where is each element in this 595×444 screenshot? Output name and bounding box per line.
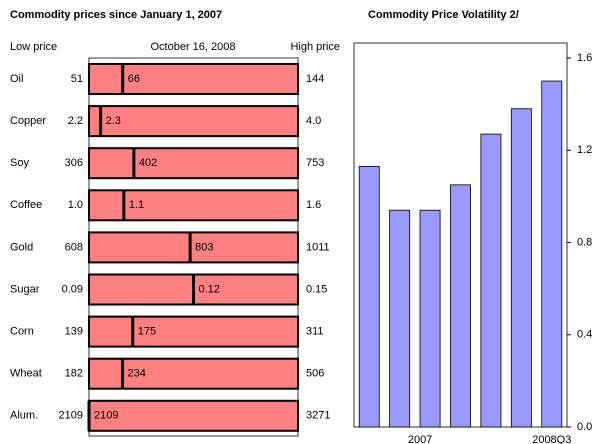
- bar: [389, 209, 411, 428]
- range-bar: [88, 105, 299, 138]
- high-label: 1.6: [306, 199, 321, 211]
- range-bar: [88, 147, 299, 180]
- bar: [510, 108, 532, 428]
- x-tick-label: 2007: [408, 434, 432, 444]
- chart-title: Commodity prices since January 1, 2007: [10, 9, 222, 21]
- low-label: 2109: [59, 410, 83, 422]
- high-label: 0.15: [306, 283, 327, 295]
- bar: [419, 209, 441, 428]
- current-label: 234: [128, 368, 146, 380]
- y-tick-label: 0.8: [577, 236, 592, 248]
- row-label: Copper: [10, 115, 46, 127]
- current-label: 2109: [94, 410, 118, 422]
- y-tick-label: 1.2: [577, 144, 592, 156]
- row-label: Soy: [10, 157, 29, 169]
- y-tick-label: 0.0: [577, 421, 592, 433]
- bar: [480, 133, 502, 428]
- low-label: 608: [65, 241, 83, 253]
- row-label: Corn: [10, 326, 34, 338]
- range-bar: [88, 357, 299, 390]
- range-bar: [88, 189, 299, 222]
- current-label: 2.3: [106, 115, 121, 127]
- header: Low price: [10, 41, 57, 53]
- low-label: 2.2: [68, 115, 83, 127]
- row-label: Sugar: [10, 283, 40, 295]
- range-bar: [88, 63, 299, 95]
- y-tick-label: 0.4: [577, 329, 592, 341]
- low-label: 139: [65, 326, 83, 338]
- current-label: 0.12: [199, 283, 220, 295]
- high-label: 3271: [306, 410, 330, 422]
- low-label: 0.09: [62, 283, 83, 295]
- row-label: Gold: [10, 241, 33, 253]
- high-label: 1011: [306, 241, 330, 253]
- header: High price: [290, 41, 340, 53]
- high-label: 311: [306, 326, 324, 338]
- current-label: 66: [128, 73, 140, 85]
- bar: [541, 80, 563, 428]
- bar: [450, 184, 471, 428]
- current-label: 402: [139, 157, 157, 169]
- range-bar: [88, 399, 299, 432]
- high-label: 4.0: [306, 115, 321, 127]
- low-label: 306: [65, 157, 83, 169]
- row-label: Alum.: [10, 410, 38, 422]
- range-bar: [88, 315, 299, 348]
- low-label: 182: [65, 368, 83, 380]
- current-label: 175: [138, 326, 156, 338]
- bar: [358, 165, 380, 428]
- chart-title: Commodity Price Volatility 2/: [368, 9, 519, 21]
- row-label: Oil: [10, 73, 23, 85]
- current-label: 1.1: [129, 199, 144, 211]
- high-label: 753: [306, 157, 324, 169]
- header: October 16, 2008: [150, 41, 235, 53]
- current-label: 803: [195, 241, 213, 253]
- range-bar: [88, 231, 299, 264]
- high-label: 506: [306, 368, 324, 380]
- low-label: 1.0: [68, 199, 83, 211]
- y-tick-label: 1.6: [577, 52, 592, 64]
- x-tick-label: 2008Q3: [532, 434, 571, 444]
- row-label: Wheat: [10, 368, 42, 380]
- high-label: 144: [306, 73, 324, 85]
- row-label: Coffee: [10, 199, 42, 211]
- low-label: 51: [71, 73, 83, 85]
